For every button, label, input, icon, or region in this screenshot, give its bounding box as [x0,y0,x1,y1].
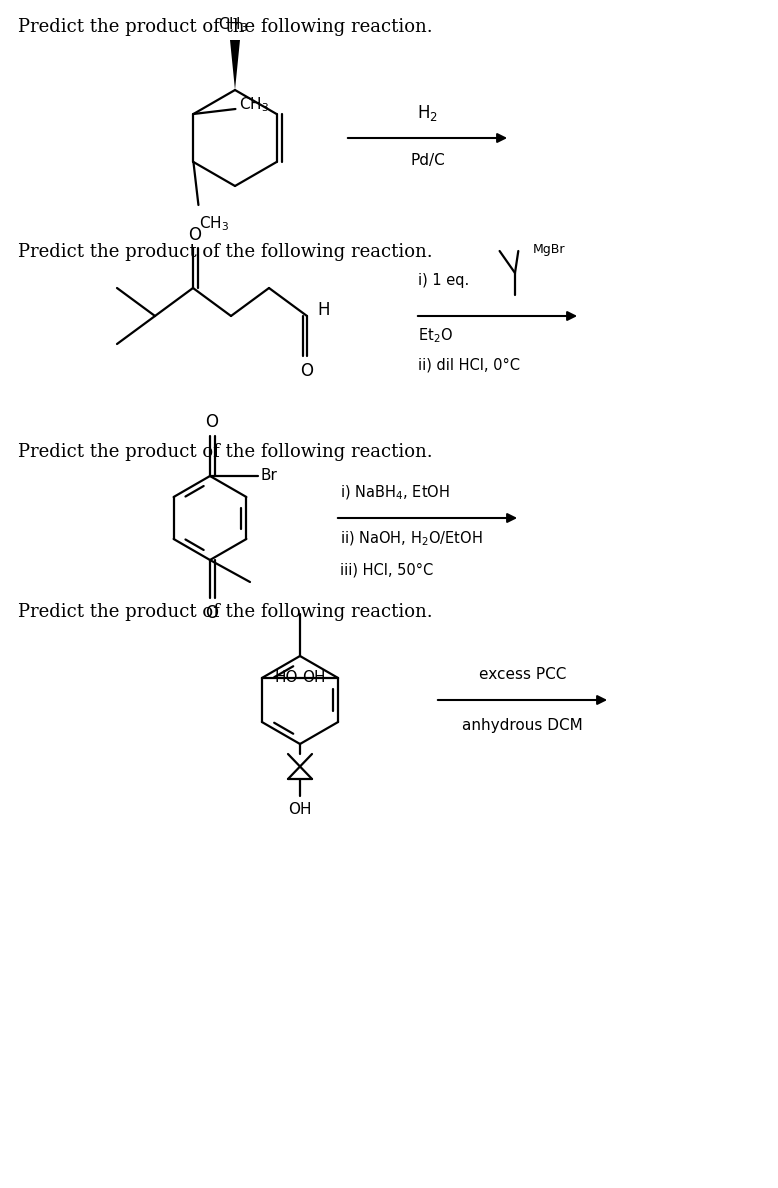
Text: $\mathregular{CH_3}$: $\mathregular{CH_3}$ [218,15,248,34]
Text: O: O [205,604,219,623]
Text: ii) dil HCl, 0°C: ii) dil HCl, 0°C [418,358,520,373]
Text: i) 1 eq.: i) 1 eq. [418,273,469,287]
Text: i) NaBH$_4$, EtOH: i) NaBH$_4$, EtOH [340,484,450,503]
Text: Pd/C: Pd/C [410,153,445,168]
Text: anhydrous DCM: anhydrous DCM [462,718,583,733]
Text: iii) HCl, 50°C: iii) HCl, 50°C [340,562,433,577]
Text: OH: OH [302,670,325,684]
Text: O: O [300,362,314,380]
Text: OH: OH [289,802,312,817]
Text: Predict the product of the following reaction.: Predict the product of the following rea… [18,443,433,461]
Text: O: O [188,226,202,244]
Text: Br: Br [261,468,278,482]
Text: MgBr: MgBr [533,244,566,257]
Text: O: O [205,413,219,431]
Text: Predict the product of the following reaction.: Predict the product of the following rea… [18,604,433,621]
Text: excess PCC: excess PCC [478,666,566,682]
Text: $\mathregular{Et_2O}$: $\mathregular{Et_2O}$ [418,326,453,345]
Text: H: H [317,301,330,320]
Text: Predict the product of the following reaction.: Predict the product of the following rea… [18,18,433,36]
Text: Predict the product of the following reaction.: Predict the product of the following rea… [18,244,433,261]
Text: HO: HO [275,670,298,684]
Text: $\mathregular{CH_3}$: $\mathregular{CH_3}$ [199,214,230,233]
Text: $\mathregular{CH_3}$: $\mathregular{CH_3}$ [240,96,270,114]
Polygon shape [230,40,240,90]
Text: $\mathregular{H_2}$: $\mathregular{H_2}$ [417,103,438,124]
Text: ii) NaOH, H$_2$O/EtOH: ii) NaOH, H$_2$O/EtOH [340,530,482,549]
